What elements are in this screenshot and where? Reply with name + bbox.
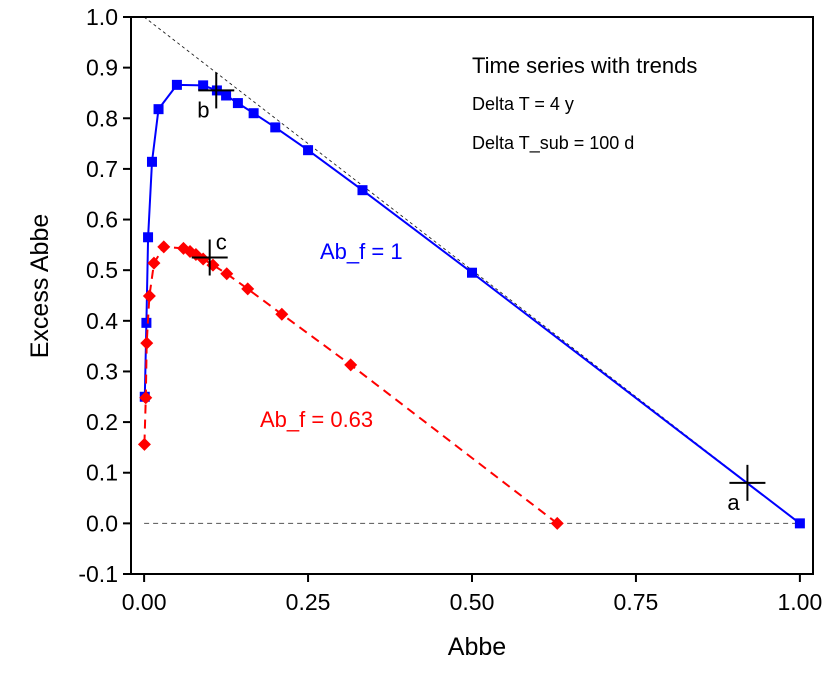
series-blue-point [146,156,157,167]
series-blue-point [303,145,314,156]
y-tick-label: 0.2 [86,409,118,435]
y-tick-label: 0.9 [86,55,118,81]
x-tick-label: 0.25 [286,589,331,615]
series-blue-point [221,90,232,101]
series-blue-point [232,98,243,109]
series-label-red: Ab_f = 0.63 [260,407,373,432]
series-red-point [147,256,161,270]
x-tick-label: 1.00 [778,589,823,615]
x-tick-label: 0.50 [450,589,495,615]
y-tick-label: 0.7 [86,156,118,182]
series-line-red [143,245,558,525]
series-red-point [176,241,190,255]
point-a-label: a [727,490,740,515]
x-tick-label: 0.00 [122,589,167,615]
series-blue-point [198,80,209,91]
y-tick-label: 0.1 [86,460,118,486]
series-blue-point [153,104,164,115]
series-blue-point [141,317,152,328]
series-blue-point [143,232,154,243]
y-tick-label: 0.4 [86,308,118,334]
series-red-point [241,282,255,296]
point-c-label: c [216,230,227,255]
x-axis-label: Abbe [448,633,506,661]
series-red-point [139,391,153,405]
y-tick-label: 0.3 [86,358,118,384]
series-red-point [275,307,289,321]
annotation-delta-t: Delta T = 4 y [472,94,574,114]
series-blue-point [270,122,281,133]
point-b-label: b [197,97,209,122]
y-tick-label: 0.5 [86,257,118,283]
y-tick-label: 0.8 [86,105,118,131]
y-tick-label: -0.1 [78,561,118,587]
series-blue-point [248,108,259,119]
series-red-point [550,516,564,530]
series-red-point [206,258,220,272]
series-red-point [344,358,358,372]
series-layer [137,79,805,530]
y-tick-label: 0.6 [86,207,118,233]
annotation-delta-t-sub: Delta T_sub = 100 d [472,133,634,154]
x-tick-label: 0.75 [614,589,659,615]
y-tick-label: 1.0 [86,4,118,30]
series-red-point [142,289,156,303]
series-blue-point [794,518,805,529]
y-axis-label: Excess Abbe [26,214,54,359]
series-red-point [137,437,151,451]
annotation-title: Time series with trends [472,53,697,78]
series-blue-point [467,267,477,278]
y-axis-ticks: -0.1 0.0 0.1 0.2 0.3 0.4 0.5 0.6 0.7 0.8 0.9 1.0 [78,4,131,587]
x-axis-ticks: 0.00 0.25 0.50 0.75 1.00 [122,574,823,615]
series-red-point [140,336,154,350]
series-blue-point [357,185,368,196]
series-red-point [220,267,234,281]
series-red-point [157,240,171,254]
y-tick-label: 0.0 [86,510,118,536]
series-label-blue: Ab_f = 1 [320,239,403,264]
special-points-layer: a b c [191,72,766,515]
series-blue-point [171,79,182,90]
